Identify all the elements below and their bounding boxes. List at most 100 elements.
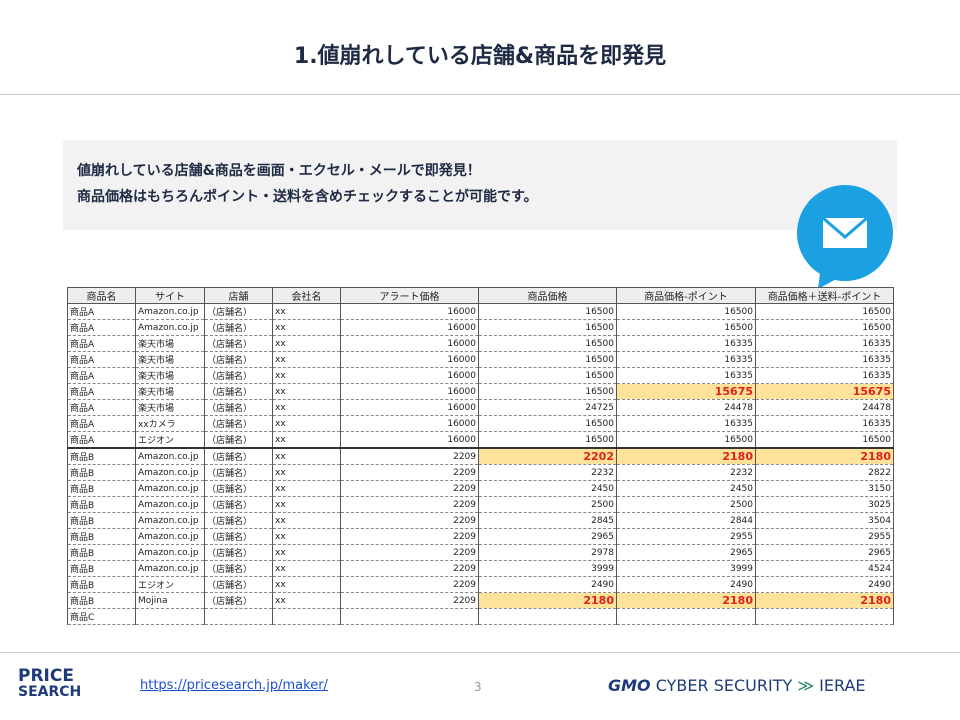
table-cell: 24725 [478, 399, 617, 416]
callout-box: 値崩れしている店舗&商品を画面・エクセル・メールで即発見！ 商品価格はもちろんポ… [63, 140, 897, 230]
table-cell: xx [272, 367, 341, 384]
table-cell: 2965 [478, 528, 617, 545]
table-cell: （店舗名） [204, 464, 273, 481]
table-cell: 2180 [755, 447, 894, 465]
logo-mark: ≫ [797, 676, 815, 695]
mail-icon [797, 185, 893, 289]
table-cell: （店舗名） [204, 447, 273, 465]
table-cell: （店舗名） [204, 528, 273, 545]
table-cell: 2490 [755, 576, 894, 593]
table-row: 商品A xxカメラ （店舗名） xx 16000 16500 16335 16335 [67, 415, 894, 432]
table-cell: （店舗名） [204, 351, 273, 368]
table-row: 商品A Amazon.co.jp （店舗名） xx 16000 16500 16500 165… [67, 319, 894, 336]
table-cell: Amazon.co.jp [135, 464, 205, 481]
table-cell: 16000 [340, 367, 479, 384]
table-cell: 2209 [340, 512, 479, 529]
table-cell: 2822 [755, 464, 894, 481]
table-cell: 2180 [616, 592, 756, 609]
table-cell: xxカメラ [135, 415, 205, 432]
table-row: 商品A Amazon.co.jp （店舗名） xx 16000 16500 16500 165… [67, 303, 894, 320]
table-row: 商品B Amazon.co.jp （店舗名） xx 2209 2845 2844 3504 [67, 512, 894, 529]
table-cell: 16500 [616, 303, 756, 320]
table-cell: xx [272, 335, 341, 352]
logo-text: SEARCH [18, 684, 82, 700]
table-cell: 3999 [616, 560, 756, 577]
table-cell: 16000 [340, 383, 479, 400]
table-cell: 商品B [67, 496, 136, 513]
table-row: 商品A 楽天市場 （店舗名） xx 16000 16500 16335 16335 [67, 351, 894, 368]
table-cell: 商品B [67, 544, 136, 561]
table-row: 商品A 楽天市場 （店舗名） xx 16000 24725 24478 24478 [67, 399, 894, 416]
table-cell: 2180 [478, 592, 617, 609]
table-cell: 2209 [340, 592, 479, 609]
table-cell: （店舗名） [204, 592, 273, 609]
table-cell: 16335 [755, 367, 894, 384]
table-cell: xx [272, 464, 341, 481]
table-cell: 16335 [616, 335, 756, 352]
table-cell: 2232 [478, 464, 617, 481]
table-cell: 楽天市場 [135, 335, 205, 352]
logo-left: PRICE SEARCH [18, 668, 82, 701]
table-cell: Amazon.co.jp [135, 512, 205, 529]
url-link[interactable]: https://pricesearch.jp/maker/ [140, 678, 328, 693]
table-cell: Amazon.co.jp [135, 303, 205, 320]
table-cell: 16335 [616, 351, 756, 368]
column-header: 商品名 [67, 287, 136, 304]
callout-line: 値崩れしている店舗&商品を画面・エクセル・メールで即発見！ [77, 163, 481, 179]
table-cell [616, 608, 756, 625]
table-cell: 2955 [755, 528, 894, 545]
table-cell: （店舗名） [204, 383, 273, 400]
table-cell [272, 608, 341, 625]
table-cell [204, 608, 273, 625]
table-cell: Amazon.co.jp [135, 319, 205, 336]
divider [0, 652, 960, 653]
table-cell: 16500 [478, 415, 617, 432]
table-cell [135, 608, 205, 625]
table-row: 商品A 楽天市場 （店舗名） xx 16000 16500 16335 16335 [67, 335, 894, 352]
table-row: 商品B Amazon.co.jp （店舗名） xx 2209 2965 2955 2955 [67, 528, 894, 545]
table-cell: （店舗名） [204, 496, 273, 513]
page-number: 3 [474, 680, 482, 694]
table-cell: 2180 [616, 447, 756, 465]
table-cell: 16335 [616, 415, 756, 432]
table-cell: 16000 [340, 431, 479, 449]
table-cell: Amazon.co.jp [135, 447, 205, 465]
table-cell: （店舗名） [204, 512, 273, 529]
table-cell: 商品A [67, 383, 136, 400]
table-cell: 商品A [67, 415, 136, 432]
table-cell: 16500 [755, 431, 894, 449]
table-cell: エジオン [135, 576, 205, 593]
table-cell: 16000 [340, 399, 479, 416]
table-row: 商品B Mojina （店舗名） xx 2209 2180 2180 2180 [67, 592, 894, 609]
table-cell: 16500 [478, 303, 617, 320]
table-cell: 2500 [616, 496, 756, 513]
table-cell: 商品A [67, 367, 136, 384]
table-cell: 16000 [340, 351, 479, 368]
table-cell: xx [272, 431, 341, 449]
table-cell: xx [272, 576, 341, 593]
table-cell: エジオン [135, 431, 205, 449]
table-cell: 商品A [67, 399, 136, 416]
table-cell: 商品B [67, 592, 136, 609]
table-cell: 24478 [755, 399, 894, 416]
table-cell: 2209 [340, 447, 479, 465]
table-cell: xx [272, 528, 341, 545]
table-cell: 3025 [755, 496, 894, 513]
table-cell: 商品A [67, 431, 136, 449]
table-cell: Amazon.co.jp [135, 544, 205, 561]
table-cell: 16500 [755, 319, 894, 336]
table-cell: Amazon.co.jp [135, 496, 205, 513]
table-cell: 2490 [616, 576, 756, 593]
table-row: 商品A エジオン （店舗名） xx 16000 16500 16500 16500 [67, 431, 894, 449]
table-cell: 2209 [340, 480, 479, 497]
table-cell: （店舗名） [204, 544, 273, 561]
table-cell: 2232 [616, 464, 756, 481]
table-cell: （店舗名） [204, 560, 273, 577]
table-cell: 16500 [478, 431, 617, 449]
table-cell: 2209 [340, 576, 479, 593]
table-cell: xx [272, 447, 341, 465]
table-cell: 2500 [478, 496, 617, 513]
table-cell: 16000 [340, 319, 479, 336]
table-cell: 16335 [755, 335, 894, 352]
table-cell: 商品B [67, 560, 136, 577]
